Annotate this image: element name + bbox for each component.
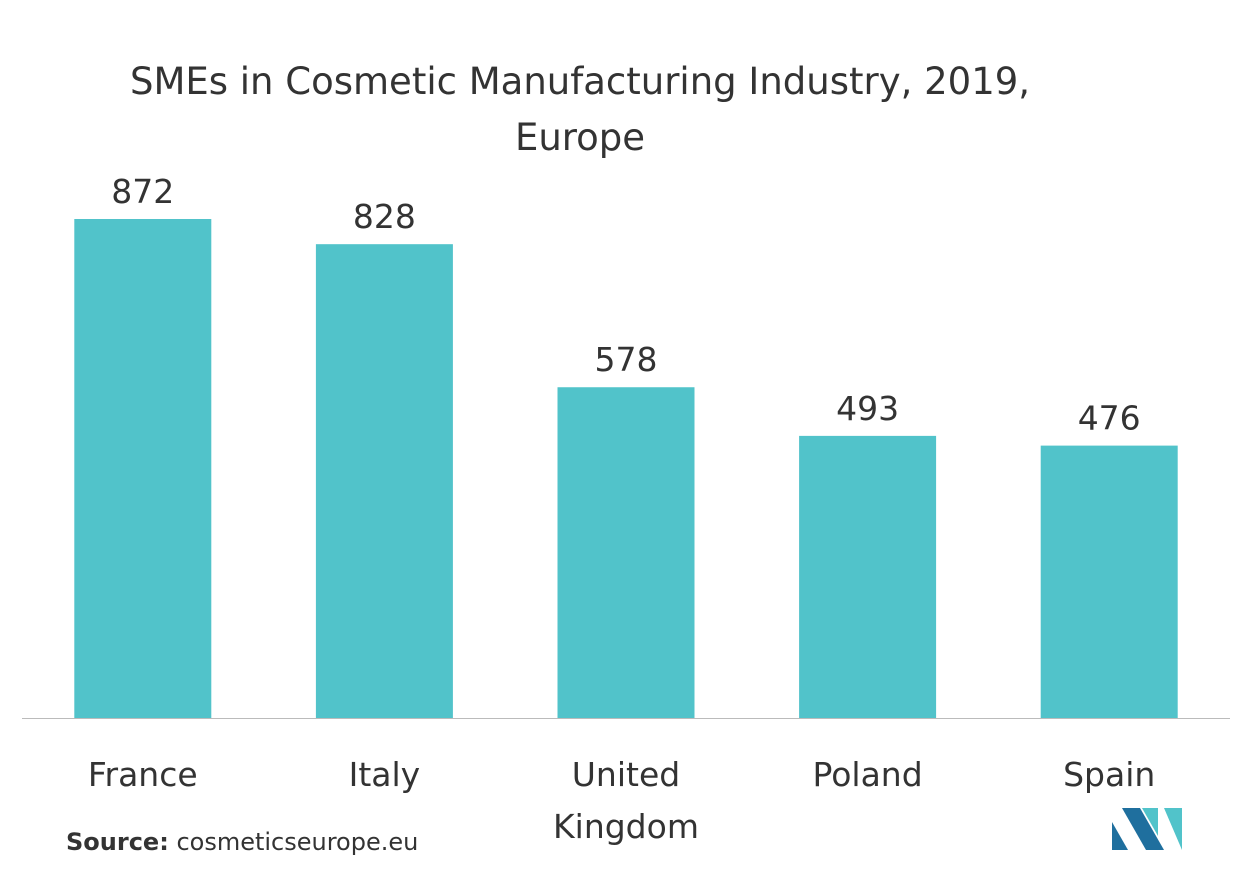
bar-spain	[1040, 445, 1178, 718]
x-tick-label: Poland	[813, 755, 923, 794]
mordor-intelligence-logo-icon	[1112, 808, 1182, 850]
chart-title: SMEs in Cosmetic Manufacturing Industry,…	[90, 54, 1070, 166]
x-tick-label: Spain	[1063, 755, 1155, 794]
chart-title-line-1: SMEs in Cosmetic Manufacturing Industry,…	[129, 60, 1031, 103]
x-tick-label: France	[88, 755, 198, 794]
data-label: 476	[1078, 399, 1141, 438]
logo-shape-mid-light	[1142, 808, 1158, 836]
data-label: 578	[595, 340, 658, 379]
logo-shape-right	[1164, 808, 1182, 850]
x-tick-label: Italy	[349, 755, 421, 794]
source-label: Source:	[66, 828, 169, 856]
bar-italy	[315, 244, 453, 718]
logo-shape-mid	[1122, 808, 1164, 850]
logo-shape-left	[1112, 822, 1128, 850]
data-label: 493	[836, 389, 899, 428]
bar-france	[74, 219, 212, 718]
x-tick-label: Kingdom	[553, 807, 699, 846]
data-label: 828	[353, 197, 416, 236]
source-text: cosmeticseurope.eu	[176, 828, 419, 856]
bar-united-kingdom	[557, 387, 695, 718]
source-note: Source: cosmeticseurope.eu	[66, 828, 418, 856]
chart-title-line-2: Europe	[514, 116, 646, 159]
bar-poland	[799, 435, 937, 718]
x-tick-label: United	[572, 755, 680, 794]
data-label: 872	[111, 172, 174, 211]
